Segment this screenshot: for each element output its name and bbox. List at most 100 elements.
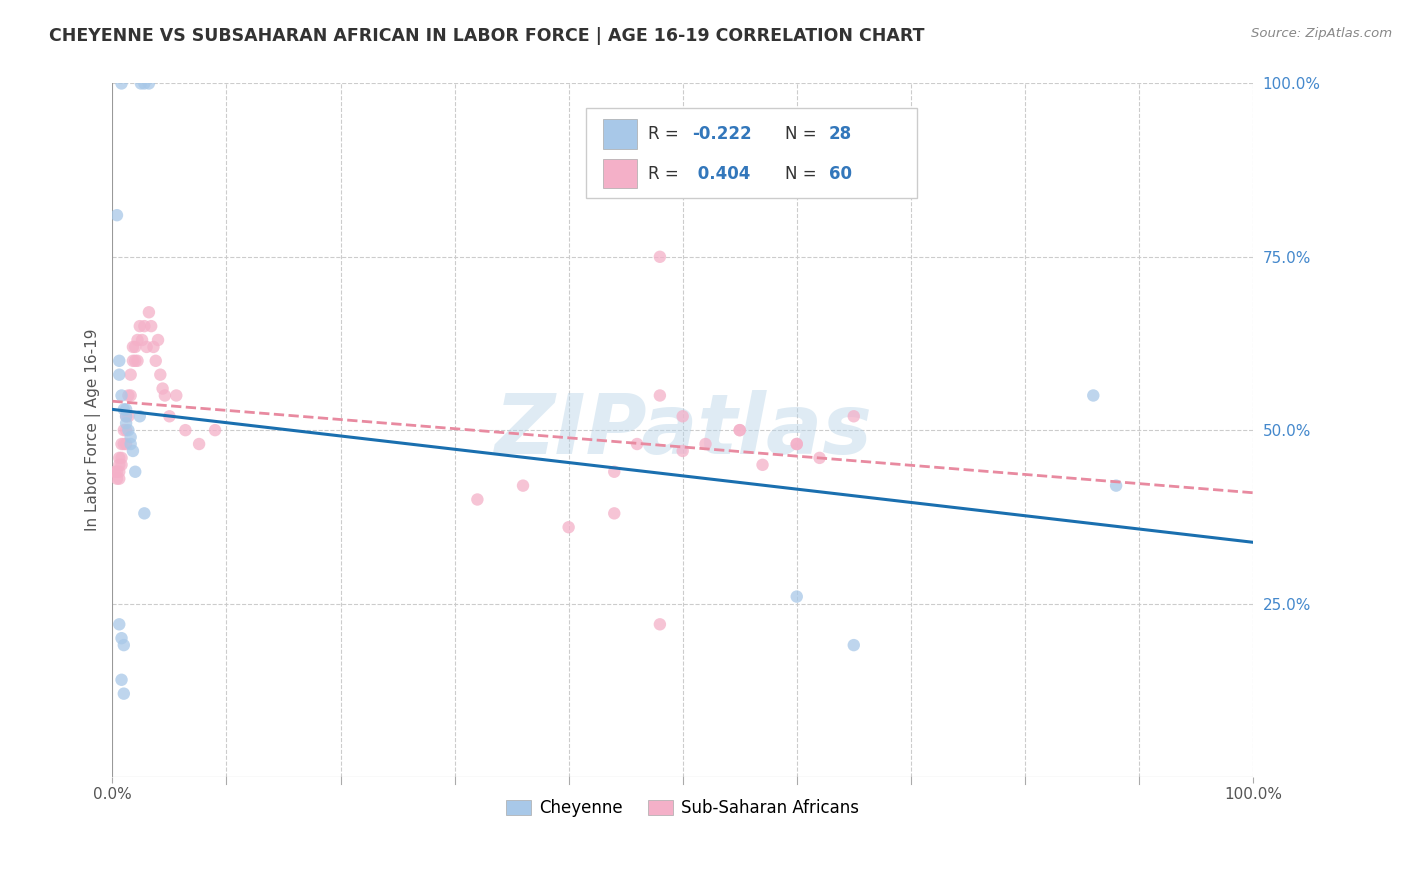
Point — [138, 77, 160, 91]
Point — [115, 402, 138, 417]
Point — [145, 353, 167, 368]
Point — [512, 478, 534, 492]
Point — [153, 388, 176, 402]
Point — [1083, 388, 1105, 402]
Point — [1105, 478, 1128, 492]
Point — [174, 423, 197, 437]
Point — [728, 423, 751, 437]
Point — [122, 340, 145, 354]
Point — [467, 492, 489, 507]
Point — [751, 458, 773, 472]
Point — [603, 465, 626, 479]
Bar — [603, 159, 637, 187]
Text: N =: N = — [786, 125, 823, 143]
Point — [159, 409, 181, 424]
Point — [626, 437, 648, 451]
Point — [672, 444, 695, 458]
Point — [110, 437, 132, 451]
Point — [112, 687, 135, 701]
Point — [131, 333, 153, 347]
Point — [108, 368, 131, 382]
Point — [142, 340, 165, 354]
Point — [108, 450, 131, 465]
Point — [808, 450, 831, 465]
Text: ZIPatlas: ZIPatlas — [494, 390, 872, 471]
Point — [124, 465, 146, 479]
Point — [152, 382, 174, 396]
Y-axis label: In Labor Force | Age 16-19: In Labor Force | Age 16-19 — [86, 329, 101, 532]
Text: CHEYENNE VS SUBSAHARAN AFRICAN IN LABOR FORCE | AGE 16-19 CORRELATION CHART: CHEYENNE VS SUBSAHARAN AFRICAN IN LABOR … — [49, 27, 925, 45]
Point — [108, 617, 131, 632]
Point — [728, 423, 751, 437]
Point — [129, 77, 152, 91]
Point — [117, 423, 139, 437]
Point — [786, 437, 808, 451]
Point — [134, 319, 156, 334]
Point — [110, 631, 132, 645]
Point — [122, 444, 145, 458]
FancyBboxPatch shape — [586, 108, 917, 198]
Point — [165, 388, 187, 402]
Point — [120, 437, 142, 451]
Point — [120, 430, 142, 444]
Point — [112, 638, 135, 652]
Point — [695, 437, 717, 451]
Point — [557, 520, 579, 534]
Point — [117, 388, 139, 402]
Point — [122, 353, 145, 368]
Point — [110, 450, 132, 465]
Point — [124, 353, 146, 368]
Point — [842, 638, 865, 652]
Point — [115, 409, 138, 424]
Point — [127, 333, 149, 347]
Point — [120, 368, 142, 382]
Text: 0.404: 0.404 — [692, 165, 751, 183]
Text: R =: R = — [648, 165, 685, 183]
Point — [134, 77, 156, 91]
Point — [648, 388, 671, 402]
Text: N =: N = — [786, 165, 823, 183]
Point — [128, 319, 150, 334]
Bar — [603, 120, 637, 149]
Point — [648, 250, 671, 264]
Point — [104, 465, 127, 479]
Point — [127, 353, 149, 368]
Point — [110, 77, 132, 91]
Point — [603, 507, 626, 521]
Point — [108, 465, 131, 479]
Point — [648, 617, 671, 632]
Point — [120, 388, 142, 402]
Text: 28: 28 — [828, 125, 852, 143]
Text: 60: 60 — [828, 165, 852, 183]
Point — [141, 319, 163, 334]
Text: -0.222: -0.222 — [692, 125, 751, 143]
Point — [112, 437, 135, 451]
Legend: Cheyenne, Sub-Saharan Africans: Cheyenne, Sub-Saharan Africans — [499, 793, 866, 824]
Point — [204, 423, 226, 437]
Point — [134, 507, 156, 521]
Point — [105, 465, 128, 479]
Point — [146, 333, 169, 347]
Text: Source: ZipAtlas.com: Source: ZipAtlas.com — [1251, 27, 1392, 40]
Point — [188, 437, 211, 451]
Text: R =: R = — [648, 125, 685, 143]
Point — [842, 409, 865, 424]
Point — [138, 305, 160, 319]
Point — [115, 409, 138, 424]
Point — [110, 673, 132, 687]
Point — [672, 409, 695, 424]
Point — [128, 409, 150, 424]
Point — [110, 388, 132, 402]
Point — [105, 208, 128, 222]
Point — [135, 340, 157, 354]
Point — [108, 472, 131, 486]
Point — [105, 472, 128, 486]
Point — [115, 423, 138, 437]
Point — [115, 437, 138, 451]
Point — [112, 402, 135, 417]
Point — [786, 590, 808, 604]
Point — [108, 458, 131, 472]
Point — [115, 416, 138, 430]
Point — [149, 368, 172, 382]
Point — [117, 409, 139, 424]
